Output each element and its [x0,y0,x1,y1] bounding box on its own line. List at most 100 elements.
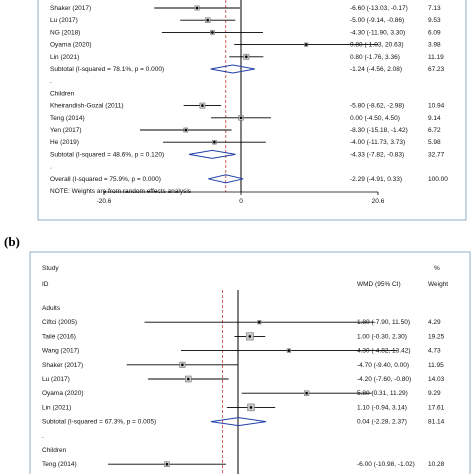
point-estimate [305,391,308,395]
study-label: Kheirandish-Gozal (2011) [50,103,124,110]
point-estimate [165,462,169,466]
study-label: Shaker (2017) [50,5,91,12]
study-weight-text: 7.13 [428,5,441,12]
study-weight-text: 9.29 [428,390,441,397]
study-ci-text: -8.30 (-15.18, -1.42) [350,127,408,134]
forest-plot-a-svg: Shaker (2017) -6.60 (-13.03, -0.17) 7.13 Lu… [37,0,467,221]
header-percent: % [434,265,440,272]
study-weight-text: 19.25 [428,333,445,340]
study-label: Lin (2021) [50,54,79,61]
study-weight-text: 11.95 [428,362,444,369]
study-ci-text: 4.30 (-4.82, 13.42) [357,348,410,355]
study-label: Oyama (2020) [50,42,92,49]
study-weight-text: 14.03 [428,376,445,383]
plot-frame [29,251,471,474]
study-label: Lu (2017) [42,376,70,383]
point-estimate [258,320,261,324]
point-estimate [287,349,291,352]
subtotal-ci-text: -4.33 (-7.82, -0.83) [350,151,404,158]
pooled-diamond [210,417,267,427]
study-weight-text: 11.19 [428,54,444,61]
study-label: Yen (2017) [50,127,82,134]
study-ci-text: -4.70 (-9.40, 0.00) [357,362,409,369]
study-label: Ciftci (2005) [42,319,77,326]
study-label: Oyama (2020) [42,390,84,397]
note-text: NOTE: Weights are from random effects an… [50,188,192,195]
forest-plot-b: (b) Study ID WMD (95% CI)% Weight Adults Cift… [0,234,474,474]
study-label: He (2019) [50,139,79,146]
forest-plot-a: Shaker (2017) -6.60 (-13.03, -0.17) 7.13 Lu… [0,0,474,226]
subtotal-ci-text: 0.04 (-2.28, 2.37) [357,419,407,426]
study-weight-text: 10.28 [428,461,445,468]
study-label: NG (2018) [50,29,80,36]
study-ci-text: -4.20 (-7.60, -0.80) [357,376,411,383]
study-ci-text: -6.60 (-13.03, -0.17) [350,5,408,12]
row-separator: . [50,164,52,171]
study-weight-text: 5.98 [428,139,441,146]
point-estimate [206,18,210,22]
study-weight-text: 10.94 [428,103,445,110]
study-ci-text: -4.30 (-11.90, 3.30) [350,29,405,36]
point-estimate [201,104,204,107]
overall-weight-text: 100.00 [428,176,448,183]
point-estimate [181,363,184,367]
point-estimate [211,31,214,34]
study-label: Teng (2014) [42,461,77,468]
point-estimate [245,55,248,59]
point-estimate [304,43,308,46]
study-weight-text: 4.73 [428,348,441,355]
point-estimate [187,377,190,381]
point-estimate [184,128,188,132]
study-weight-text: 9.14 [428,115,441,122]
point-estimate [195,6,199,10]
study-weight-text: 4.29 [428,319,441,326]
subtotal-weight-text: 67.23 [428,66,445,73]
study-weight-text: 6.09 [428,29,441,36]
panel-label-b: (b) [4,234,20,249]
study-label: Lin (2021) [42,404,71,411]
subgroup-label: Children [50,90,75,97]
study-label: Shaker (2017) [42,362,83,369]
x-tick-label: 0 [239,198,243,205]
study-ci-text: 1.00 (-0.30, 2.30) [357,333,407,340]
study-ci-text: 0.80 (-1.76, 3.36) [350,54,400,61]
header-weight: Weight [428,281,448,288]
study-ci-text: -4.00 (-11.73, 3.73) [350,139,405,146]
study-weight-text: 9.53 [428,17,441,24]
study-ci-text: 1.80 (-7.90, 11.50) [357,319,410,326]
row-separator: . [50,78,52,85]
plot-frame [37,0,467,221]
study-weight-text: 3.98 [428,42,441,49]
pooled-diamond [188,149,236,159]
pooled-diamond [210,64,255,74]
point-estimate [248,335,252,338]
study-ci-text: 0.00 (-4.50, 4.50) [350,115,400,122]
overall-label: Overall (I-squared = 75.9%, p = 0.000) [50,176,161,183]
header-study: Study [42,265,59,272]
subtotal-weight-text: 32.77 [428,151,445,158]
subtotal-label: Subtotal (I-squared = 48.6%, p = 0.120) [50,151,164,158]
study-label: Wang (2017) [42,348,79,355]
point-estimate [239,116,243,120]
point-estimate [213,140,216,144]
x-tick-label: 20.6 [372,198,385,205]
study-ci-text: -6.00 (-10.98, -1.02) [357,461,415,468]
forest-plot-b-svg: Study ID WMD (95% CI)% Weight Adults Ciftci (… [29,251,471,474]
study-ci-text: 9.80 (-1.03, 20.63) [350,42,403,49]
study-ci-text: -5.80 (-8.62, -2.98) [350,103,404,110]
study-weight-text: 17.61 [428,404,445,411]
header-wmd: WMD (95% CI) [357,281,401,288]
subtotal-label: Subtotal (I-squared = 67.3%, p = 0.005) [42,419,156,426]
study-label: Teng (2014) [50,115,85,122]
pooled-diamond [208,174,244,184]
study-label: Lu (2017) [50,17,78,24]
study-ci-text: 1.10 (-0.94, 3.14) [357,404,407,411]
overall-ci-text: -2.29 (-4.91, 0.33) [350,176,402,183]
study-weight-text: 6.72 [428,127,441,134]
subgroup-label: Children [42,447,67,454]
study-ci-text: 5.80 (0.31, 11.29) [357,390,408,397]
x-tick-label: -20.6 [97,198,112,205]
point-estimate [249,406,253,409]
row-separator: . [42,433,44,440]
subtotal-ci-text: -1.24 (-4.56, 2.08) [350,66,402,73]
